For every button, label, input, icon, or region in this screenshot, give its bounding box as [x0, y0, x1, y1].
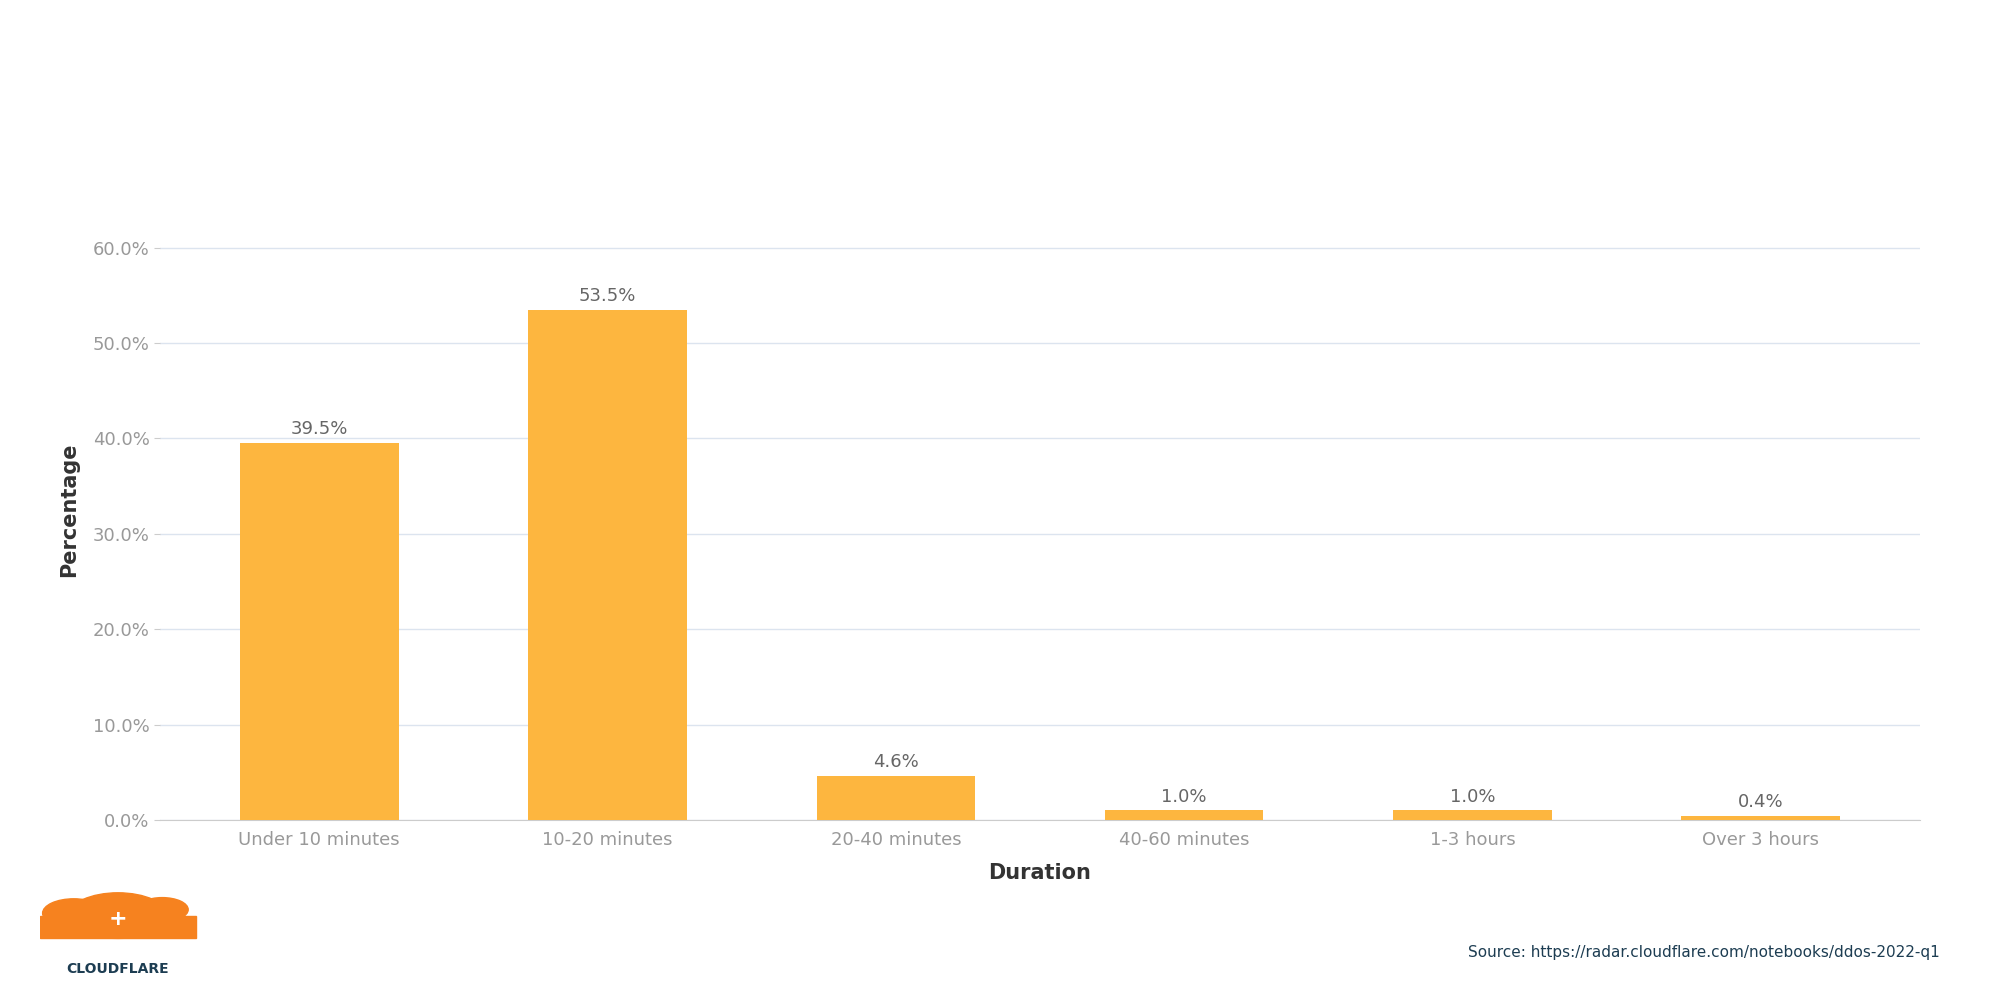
Text: CLOUDFLARE: CLOUDFLARE	[66, 962, 170, 976]
Ellipse shape	[68, 893, 168, 938]
Bar	[816, 776, 976, 820]
Ellipse shape	[136, 898, 188, 922]
Text: Network-Layer DDoS Attacks - Distribution by duration: Network-Layer DDoS Attacks - Distributio…	[50, 58, 1172, 92]
Bar	[40, 916, 196, 938]
Bar	[240, 443, 398, 820]
Ellipse shape	[42, 899, 104, 928]
Text: 1.0%: 1.0%	[1450, 788, 1496, 806]
Text: Source: https://radar.cloudflare.com/notebooks/ddos-2022-q1: Source: https://radar.cloudflare.com/not…	[1468, 945, 1940, 960]
Text: 0.4%: 0.4%	[1738, 793, 1784, 811]
Text: 39.5%: 39.5%	[290, 420, 348, 438]
Y-axis label: Percentage: Percentage	[58, 443, 78, 577]
Text: 1.0%: 1.0%	[1162, 788, 1206, 806]
Text: 53.5%: 53.5%	[578, 287, 636, 305]
Bar	[1104, 810, 1264, 820]
Bar	[528, 310, 686, 820]
Text: +: +	[108, 909, 128, 929]
Bar	[1682, 816, 1840, 820]
Text: 4.6%: 4.6%	[872, 753, 918, 771]
Bar	[1394, 810, 1552, 820]
X-axis label: Duration: Duration	[988, 863, 1092, 883]
